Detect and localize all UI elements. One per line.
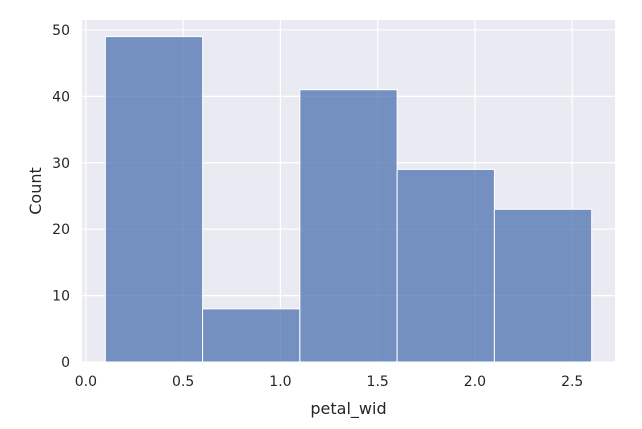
y-tick-label: 0 xyxy=(61,355,70,371)
histogram-bar-1 xyxy=(202,308,301,363)
x-tick-label: 2.0 xyxy=(464,374,486,390)
y-tick-label: 20 xyxy=(52,222,70,238)
y-axis-ticks: 0 10 20 30 40 50 xyxy=(52,23,70,371)
histogram-bar-0 xyxy=(104,36,204,363)
y-axis-label: Count xyxy=(26,167,45,215)
x-tick-label: 1.5 xyxy=(367,374,389,390)
x-axis-label: petal_wid xyxy=(310,399,386,419)
x-tick-label: 1.0 xyxy=(269,374,291,390)
x-tick-label: 2.5 xyxy=(561,374,583,390)
histogram-bar-4 xyxy=(493,208,593,363)
x-axis-ticks: 0.0 0.5 1.0 1.5 2.0 2.5 xyxy=(75,374,584,390)
histogram-bar-2 xyxy=(299,89,398,363)
y-tick-label: 50 xyxy=(52,23,70,39)
histogram-bar-3 xyxy=(396,168,495,363)
x-tick-label: 0.5 xyxy=(172,374,194,390)
y-tick-label: 40 xyxy=(52,89,70,105)
y-tick-label: 10 xyxy=(52,289,70,305)
y-tick-label: 30 xyxy=(52,156,70,172)
x-tick-label: 0.0 xyxy=(75,374,97,390)
histogram-bars xyxy=(104,36,593,363)
